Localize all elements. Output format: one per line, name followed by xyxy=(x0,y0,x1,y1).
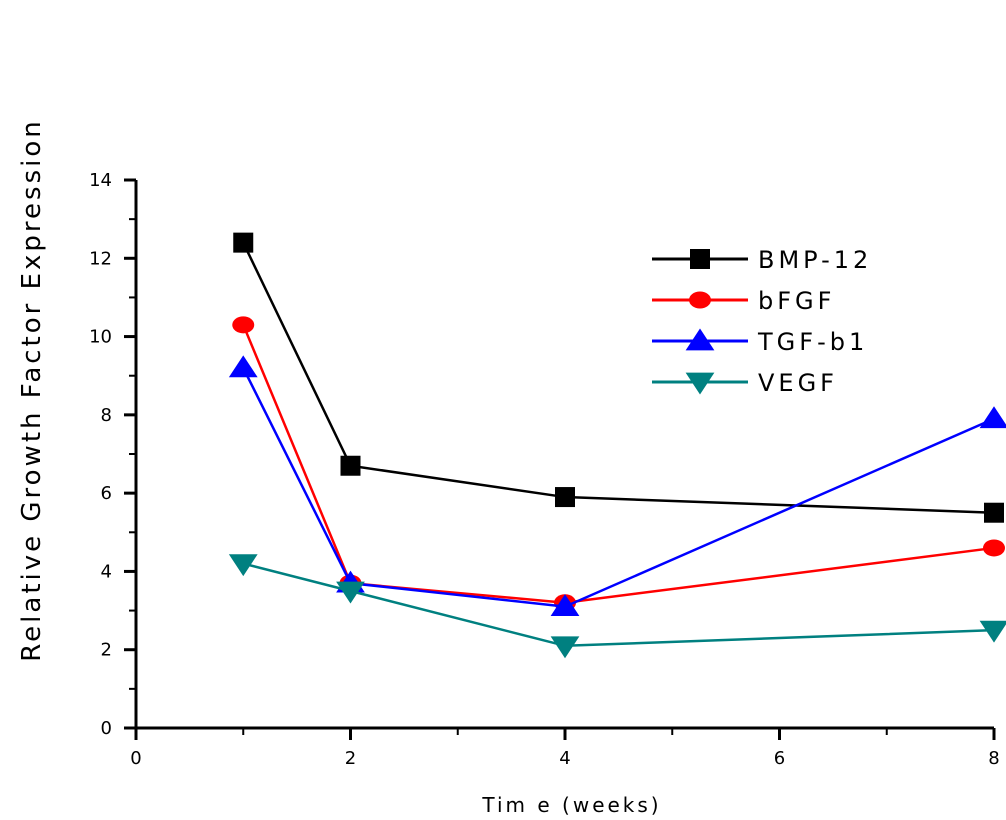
legend-marker-bfgf xyxy=(689,291,711,309)
legend-marker-vegf xyxy=(685,372,715,395)
x-tick-label: 0 xyxy=(130,748,141,769)
data-point-vegf xyxy=(228,554,258,577)
data-point-tgf-b1 xyxy=(228,355,258,378)
legend-label-bmp-12: BMP-12 xyxy=(758,246,872,274)
legend-item-tgf-b1: TGF-b1 xyxy=(652,328,868,356)
legend-item-vegf: VEGF xyxy=(652,369,838,397)
y-tick-label: 6 xyxy=(101,483,112,504)
data-point-vegf xyxy=(336,581,365,604)
data-point-bfgf xyxy=(983,539,1005,557)
legend-item-bfgf: bFGF xyxy=(652,287,835,315)
data-point-tgf-b1 xyxy=(550,594,580,617)
series-bmp-12 xyxy=(233,232,1004,523)
series-line-bfgf xyxy=(242,324,995,605)
data-point-bmp-12 xyxy=(555,487,575,508)
data-point-vegf xyxy=(550,636,580,659)
x-tick-label: 2 xyxy=(345,748,356,769)
legend-marker-bmp-12 xyxy=(690,249,710,269)
y-tick-label: 0 xyxy=(101,718,112,739)
legend-label-tgf-b1: TGF-b1 xyxy=(757,328,868,356)
legend-label-vegf: VEGF xyxy=(758,369,838,397)
axes: 0 2 4 6 8 10 12 14 0 2 4 6 8 xyxy=(89,170,1000,769)
series-line-bmp-12 xyxy=(242,242,995,514)
series-vegf xyxy=(228,554,1006,659)
x-tick-label: 8 xyxy=(988,748,999,769)
y-tick-label: 4 xyxy=(101,561,112,582)
legend: BMP-12 bFGF TGF-b1 VEGF xyxy=(652,246,872,397)
data-point-bmp-12 xyxy=(984,502,1004,523)
data-point-vegf xyxy=(979,620,1006,643)
y-tick-label: 2 xyxy=(101,640,112,661)
legend-item-bmp-12: BMP-12 xyxy=(652,246,872,274)
y-axis-title: Relative Growth Factor Expression xyxy=(17,118,47,661)
y-tick-label: 14 xyxy=(89,170,112,191)
series-line-vegf xyxy=(242,562,995,648)
legend-marker-tgf-b1 xyxy=(685,328,715,351)
x-tick-label: 6 xyxy=(774,748,785,769)
series-line-tgf-b1 xyxy=(242,367,995,608)
data-point-bmp-12 xyxy=(233,232,254,253)
x-axis-title: Tim e (weeks) xyxy=(481,793,661,817)
y-tick-label: 8 xyxy=(101,405,112,426)
series-layer xyxy=(228,232,1006,659)
y-tick-label: 10 xyxy=(89,327,112,348)
y-tick-label: 12 xyxy=(89,248,112,269)
x-tick-label: 4 xyxy=(559,748,570,769)
data-point-bfgf xyxy=(232,316,255,334)
legend-label-bfgf: bFGF xyxy=(758,287,835,315)
data-point-tgf-b1 xyxy=(979,406,1006,429)
data-point-bmp-12 xyxy=(340,455,361,476)
